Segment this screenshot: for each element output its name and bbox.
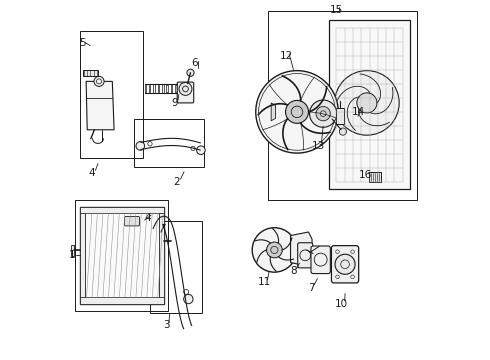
Text: 11: 11 — [258, 277, 271, 287]
Bar — [368, 172, 381, 182]
Bar — [269, 12, 417, 200]
Bar — [150, 221, 202, 313]
Text: 5: 5 — [79, 38, 85, 48]
FancyBboxPatch shape — [298, 243, 313, 268]
Circle shape — [339, 128, 346, 135]
Bar — [145, 84, 146, 93]
Bar — [159, 213, 164, 297]
Text: 13: 13 — [312, 141, 325, 151]
Bar — [175, 85, 176, 93]
Text: 4: 4 — [89, 168, 96, 178]
Text: 9: 9 — [172, 98, 178, 108]
Text: 12: 12 — [280, 51, 293, 61]
Circle shape — [252, 228, 296, 272]
Circle shape — [94, 76, 104, 86]
FancyBboxPatch shape — [124, 217, 140, 226]
Polygon shape — [291, 232, 312, 266]
Circle shape — [256, 71, 338, 153]
Text: 4: 4 — [144, 213, 151, 222]
Polygon shape — [71, 245, 74, 256]
Bar — [80, 207, 164, 304]
Circle shape — [196, 146, 205, 154]
Circle shape — [184, 294, 193, 304]
Text: 10: 10 — [335, 299, 348, 309]
Circle shape — [335, 71, 399, 135]
Bar — [329, 21, 410, 189]
Circle shape — [316, 107, 330, 121]
Text: 14: 14 — [351, 107, 365, 117]
Text: 6: 6 — [192, 58, 198, 68]
Bar — [153, 84, 155, 93]
Bar — [80, 297, 164, 304]
Bar — [149, 85, 150, 93]
Text: 7: 7 — [308, 283, 315, 293]
FancyBboxPatch shape — [311, 246, 330, 274]
Circle shape — [152, 225, 161, 234]
Circle shape — [136, 141, 145, 150]
Text: 8: 8 — [290, 266, 297, 276]
FancyBboxPatch shape — [177, 82, 194, 103]
Text: 3: 3 — [163, 320, 170, 330]
Bar — [171, 84, 172, 93]
Circle shape — [179, 82, 192, 95]
Circle shape — [267, 242, 282, 258]
Polygon shape — [271, 103, 275, 121]
Bar — [167, 85, 168, 93]
Bar — [337, 108, 344, 125]
Text: 1: 1 — [69, 250, 75, 260]
Text: 2: 2 — [173, 177, 180, 187]
Bar — [158, 85, 159, 93]
Circle shape — [335, 254, 355, 274]
Bar — [80, 213, 85, 297]
Bar — [162, 84, 164, 93]
Circle shape — [187, 69, 194, 76]
Polygon shape — [86, 81, 114, 130]
Bar — [80, 31, 143, 158]
Polygon shape — [82, 70, 98, 76]
Bar — [74, 200, 168, 311]
Text: 15: 15 — [330, 5, 343, 15]
Bar — [80, 207, 164, 213]
FancyBboxPatch shape — [331, 246, 359, 283]
Bar — [85, 212, 159, 298]
Bar — [134, 119, 204, 167]
Circle shape — [357, 93, 377, 113]
Circle shape — [286, 100, 309, 123]
Text: 16: 16 — [359, 170, 372, 180]
Circle shape — [310, 100, 337, 127]
